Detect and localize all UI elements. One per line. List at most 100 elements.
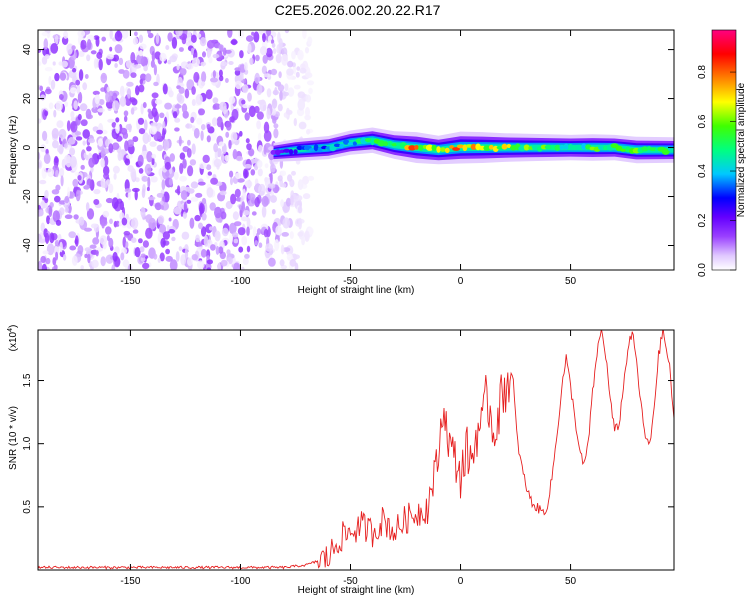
noise-blob [147, 30, 151, 35]
noise-blob [68, 231, 76, 239]
noise-blob [97, 138, 103, 147]
noise-blob [169, 259, 178, 270]
noise-blob [165, 248, 171, 255]
noise-blob [73, 214, 79, 220]
noise-blob [51, 127, 59, 139]
noise-blob [132, 37, 139, 45]
noise-blob [274, 87, 278, 96]
noise-blob [187, 188, 195, 194]
noise-blob [172, 111, 178, 119]
noise-blob [302, 30, 307, 40]
noise-blob [197, 181, 206, 186]
noise-blob [149, 126, 157, 135]
noise-blob [64, 101, 68, 108]
noise-blob [125, 59, 133, 69]
noise-blob [108, 183, 114, 194]
noise-blob [190, 116, 195, 124]
colorbar-tick-label: 0.8 [697, 65, 708, 79]
noise-blob [255, 54, 260, 62]
noise-blob [248, 105, 256, 118]
noise-blob [228, 139, 232, 150]
noise-blob [41, 167, 47, 179]
noise-blob [77, 30, 86, 38]
noise-blob [176, 92, 183, 103]
noise-blob [212, 97, 219, 104]
noise-blob [279, 259, 285, 267]
snr-xtick-label: -50 [343, 576, 358, 587]
noise-blob [301, 237, 305, 246]
noise-blob [234, 188, 241, 198]
noise-blob [67, 137, 76, 145]
noise-blob [224, 154, 230, 162]
noise-blob [272, 48, 277, 54]
noise-blob [244, 62, 248, 71]
noise-blob [190, 47, 194, 56]
noise-blob [64, 143, 68, 149]
snr-multiplier-close: ) [8, 325, 19, 328]
snr-xlabel: Height of straight line (km) [298, 585, 415, 596]
noise-blob [160, 237, 166, 248]
noise-blob [139, 246, 145, 253]
noise-blob [139, 78, 143, 85]
noise-blob [146, 186, 150, 192]
noise-blob [40, 94, 46, 101]
noise-blob [124, 115, 128, 123]
noise-blob [79, 103, 88, 112]
noise-blob [140, 206, 146, 218]
ridge-point [333, 143, 341, 148]
noise-blob [118, 221, 123, 227]
noise-blob [215, 245, 220, 255]
noise-blob [74, 131, 82, 136]
ridge-point [414, 145, 419, 150]
noise-blob [66, 44, 73, 55]
noise-blob [248, 148, 255, 157]
noise-blob [112, 142, 120, 150]
noise-blob [80, 39, 87, 50]
noise-blob [299, 67, 307, 74]
noise-blob [222, 47, 227, 56]
ridge-point [510, 145, 517, 151]
noise-blob [286, 68, 294, 76]
ridge-point [667, 147, 672, 151]
noise-blob [108, 90, 114, 97]
noise-blob [140, 253, 146, 258]
noise-blob [270, 68, 278, 76]
noise-blob [64, 195, 70, 204]
noise-blob [100, 158, 105, 168]
noise-blob [239, 72, 244, 81]
noise-blob [44, 88, 52, 95]
noise-blob [174, 117, 181, 123]
noise-blob [89, 244, 97, 249]
noise-blob [175, 251, 180, 262]
noise-blob [206, 164, 212, 171]
noise-blob [307, 175, 315, 181]
noise-blob [247, 193, 256, 201]
noise-blob [131, 60, 135, 73]
noise-blob [234, 221, 242, 227]
noise-blob [86, 114, 93, 120]
noise-blob [190, 181, 199, 189]
noise-blob [251, 211, 257, 216]
noise-blob [234, 69, 241, 76]
noise-blob [63, 30, 69, 39]
ridge-point [282, 148, 291, 153]
noise-blob [178, 86, 185, 94]
noise-blob [287, 174, 293, 182]
spectrogram-xtick-label: -100 [230, 276, 250, 287]
noise-blob [278, 71, 282, 79]
noise-blob [133, 64, 142, 69]
noise-blob [178, 135, 182, 147]
noise-blob [52, 257, 57, 266]
noise-blob [95, 36, 100, 47]
noise-blob [245, 138, 250, 144]
noise-blob [195, 234, 200, 243]
noise-blob [298, 121, 307, 130]
noise-blob [290, 195, 294, 206]
ridge-point [274, 149, 281, 156]
noise-blob [257, 132, 262, 142]
noise-blob [164, 102, 173, 110]
noise-blob [230, 177, 233, 186]
noise-blob [55, 219, 62, 226]
noise-blob [277, 103, 283, 112]
ridge-point [364, 138, 372, 142]
